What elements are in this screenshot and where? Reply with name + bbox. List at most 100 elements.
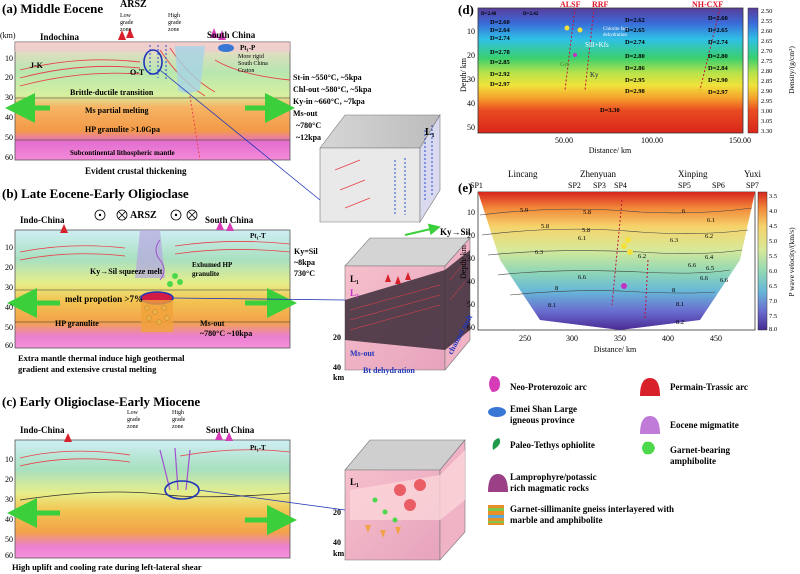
legend-permian-triassic: Permain-Trassic arc [670, 382, 748, 392]
density-label: D=2.80 [625, 53, 645, 60]
panel-e-stations: SP1 SP2 SP3 SP4 SP5 SP6 SP7 [470, 181, 759, 190]
density-label: D=3.30 [600, 107, 620, 114]
panel-d-ytick: 30 [467, 75, 475, 84]
density-label: D=2.97 [708, 89, 729, 96]
panel-b-block: Ky→Sil L₁ L₂ 20 40 km Ms-out Bt dehydrat… [333, 223, 474, 382]
emei-shan-lip-marker [218, 44, 234, 52]
gneiss-icon [488, 505, 504, 525]
panel-d-cbtick: 2.60 [761, 28, 772, 35]
panel-a-depth-20: 20 [5, 73, 13, 82]
panel-e-cbtick: 3.5 [769, 193, 777, 200]
panel-a-fault [189, 95, 201, 161]
place-zhenyuan: Zhenyuan [580, 169, 616, 179]
panel-d-chlorite-1: Chlorite fast [603, 27, 628, 32]
panel-b-block-l2: L₂ [350, 288, 359, 298]
panel-c-depth-10: 10 [5, 455, 13, 464]
contour-label: 6.6 [578, 274, 587, 281]
panel-d-cbtick: 3.00 [761, 108, 772, 115]
legend-eocene-migmatite: Eocene migmatite [670, 420, 739, 430]
panel-a: (a) Middle Eocene (km) [0, 0, 441, 224]
panel-c-uplift-arrows [159, 447, 191, 491]
panel-b-caption-2: gradient and extensive crustal melting [18, 364, 157, 374]
panel-c-arcs [64, 431, 233, 442]
panel-d-nhcxf: NH-CXF [692, 0, 723, 9]
contour-label: 6 [682, 208, 686, 215]
panel-b-depth-60: 60 [5, 341, 13, 350]
panel-a-leader-line [159, 69, 321, 201]
density-label: D=2.98 [625, 88, 646, 95]
legend-lamprophyre-1: Lamprophyre/potassic [510, 472, 597, 482]
contour-label: 6.6 [700, 275, 709, 282]
panel-b: (b) Late Eocene-Early Oligioclase Indo-C… [2, 186, 474, 382]
panel-b-depth-50: 50 [5, 323, 13, 332]
station-sp3: SP3 [593, 181, 606, 190]
panel-d-rrf: RRF [592, 0, 609, 9]
panel-b-depth-30: 30 [5, 283, 13, 292]
panel-e-title: (e) [458, 180, 472, 195]
station-sp2: SP2 [568, 181, 581, 190]
cond-press: ~12kpa [296, 133, 321, 142]
panel-d-title: (d) [458, 2, 474, 17]
panel-a-high-grade-2: grade [168, 20, 182, 26]
panel-d-markers [564, 25, 583, 57]
cond-ms-out: Ms-out [293, 109, 318, 118]
panel-d-density-labels: D=2.40 D=2.42 D=2.60 D=2.64 D=2.74 D=2.6… [481, 12, 729, 114]
legend-gneiss-2: marble and amphibolite [510, 515, 603, 525]
panel-c-low-grade-3: zone [127, 424, 139, 430]
panel-d-cbtick: 2.65 [761, 38, 772, 45]
panel-b-ms-out-cond: ~780°C ~10kpa [200, 329, 252, 338]
panel-d-sill-kfs: Sill+Kfs [585, 41, 609, 49]
density-label: D=2.60 [708, 15, 728, 22]
contour-label: 5.8 [583, 209, 591, 216]
panel-d-faults [564, 7, 721, 91]
density-label: D=2.92 [490, 71, 510, 78]
panel-d-cbtick: 2.75 [761, 58, 772, 65]
panel-e-cbtick: 6.0 [769, 268, 777, 275]
panel-b-arcs [60, 221, 234, 233]
panel-c-block-20: 20 [333, 508, 341, 517]
legend-neo-proterozoic: Neo-Proterozoic arc [510, 382, 587, 392]
density-label: D=2.86 [625, 65, 646, 72]
permian-triassic-arc-icon [640, 378, 660, 396]
panel-e-cbtick: 4.0 [769, 208, 777, 215]
panel-a-km-unit: (km) [0, 31, 16, 40]
panel-e-cbtick: 5.0 [769, 238, 777, 245]
panel-b-block-l1: L₁ [350, 274, 359, 284]
contour-label: 8.1 [548, 302, 556, 309]
place-yuxi: Yuxi [744, 169, 762, 179]
panel-d-chlorite-2: dehydration [603, 33, 627, 38]
panel-d-xtick: 50.00 [555, 136, 573, 145]
panel-a-indochina: Indochina [40, 32, 80, 42]
contour-label: 5.8 [541, 223, 549, 230]
contour-label: 5.9 [520, 207, 528, 214]
panel-a-block: L₁ [319, 113, 441, 224]
panel-c-block-l1: L₁ [350, 477, 359, 487]
density-label: D=2.85 [490, 59, 511, 66]
panel-d-xtick: 150.00 [729, 136, 751, 145]
panel-b-caption-1: Extra mantle thermal induce high geother… [18, 353, 185, 363]
panel-e-ylabel: Depth/ km [459, 244, 468, 279]
panel-a-ot: O-T [130, 68, 145, 77]
contour-label: 8 [672, 287, 675, 294]
panel-d-cbtick: 2.50 [761, 8, 772, 15]
density-label: D=2.74 [708, 39, 729, 46]
cond-temp: ~780°C [296, 121, 321, 130]
panel-b-depth-20: 20 [5, 263, 13, 272]
panel-c-block-40: 40 [333, 538, 341, 547]
panel-a-title: (a) Middle Eocene [2, 1, 103, 16]
panel-b-kysil-cond-3: 730°C [294, 269, 315, 278]
station-sp4: SP4 [614, 181, 627, 190]
panel-c-depth-30: 30 [5, 495, 13, 504]
panel-a-south-china: South China [207, 30, 256, 40]
panel-c-low-grade-2: grade [127, 417, 141, 423]
panel-a-surface-layer [15, 42, 290, 52]
density-label: D=2.80 [708, 53, 728, 60]
legend-paleo-tethys: Paleo-Tethys ophiolite [510, 440, 595, 450]
panel-e-xtick: 450 [710, 334, 722, 343]
panel-d-cbtick: 2.70 [761, 48, 772, 55]
panel-c-depth-20: 20 [5, 475, 13, 484]
panel-e-xtick: 300 [566, 334, 578, 343]
panel-c-depth-50: 50 [5, 535, 13, 544]
contour-label: 8.1 [676, 301, 684, 308]
